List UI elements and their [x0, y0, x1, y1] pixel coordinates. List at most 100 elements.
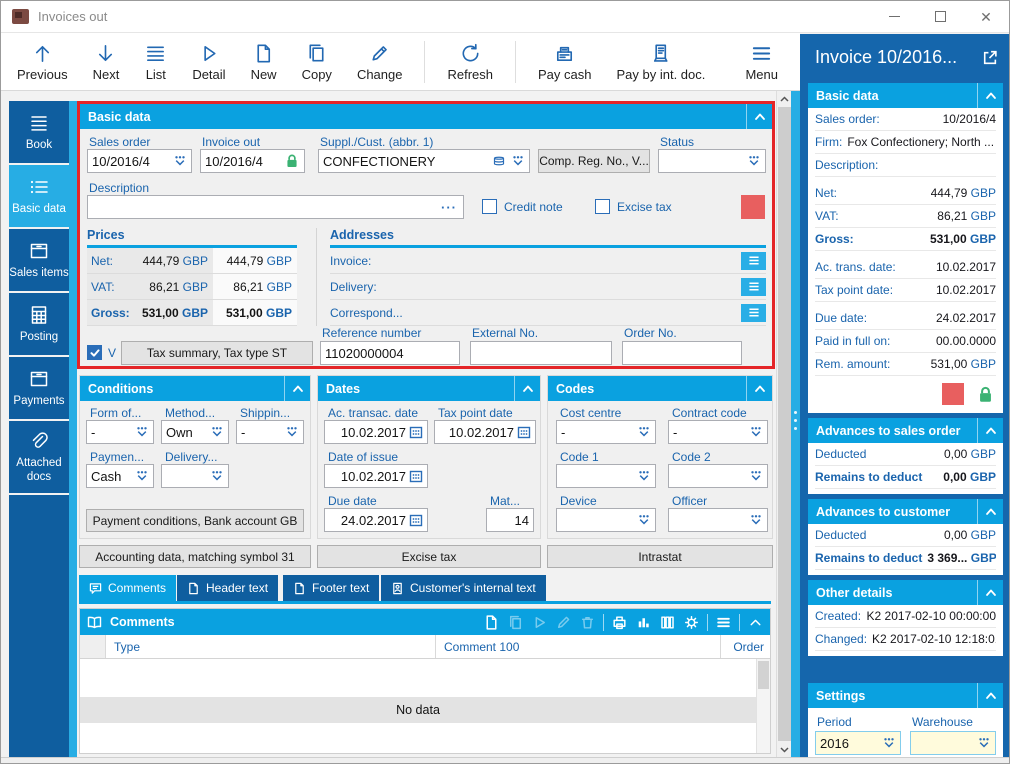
dropdown-icon[interactable] [747, 155, 761, 167]
tax-summary-checkbox[interactable] [87, 345, 102, 360]
description-field[interactable]: ··· [87, 195, 464, 219]
sidebar-item-payments[interactable]: Payments [9, 357, 69, 419]
calendar-icon[interactable] [517, 425, 531, 439]
reference-number-field[interactable] [320, 341, 460, 365]
contract-code-field[interactable]: - [668, 420, 768, 444]
order-no-input[interactable] [627, 345, 737, 361]
bar-chart-icon[interactable] [635, 614, 652, 631]
collapse-button[interactable] [977, 683, 1003, 708]
dropdown-icon[interactable] [637, 470, 651, 482]
ac-transac-date-field[interactable]: 10.02.2017 [324, 420, 428, 444]
open-external-icon[interactable] [981, 49, 998, 66]
refresh-button[interactable]: Refresh [447, 42, 493, 82]
dropdown-icon[interactable] [135, 470, 149, 482]
printer-icon[interactable] [611, 614, 628, 631]
order-no-field[interactable] [622, 341, 742, 365]
columns-icon[interactable] [659, 614, 676, 631]
ellipsis-button[interactable]: ··· [441, 199, 457, 215]
officer-field[interactable] [668, 508, 768, 532]
pencil-icon[interactable] [555, 614, 572, 631]
gear-icon[interactable] [683, 614, 700, 631]
collapse-button[interactable] [977, 580, 1003, 605]
collapse-button[interactable] [746, 104, 772, 129]
credit-note-checkbox-group[interactable]: Credit note [482, 199, 563, 214]
sidebar-item-book[interactable]: Book [9, 101, 69, 163]
intrastat-button[interactable]: Intrastat [547, 545, 773, 568]
due-date-field[interactable]: 24.02.2017 [324, 508, 428, 532]
collapse-button[interactable] [977, 418, 1003, 443]
sidebar-item-sales-items[interactable]: Sales items [9, 229, 69, 291]
code-1-field[interactable] [556, 464, 656, 488]
new-button[interactable]: New [251, 42, 277, 82]
device-field[interactable] [556, 508, 656, 532]
correspond-address-button[interactable] [741, 303, 766, 322]
calendar-icon[interactable] [409, 425, 423, 439]
calendar-icon[interactable] [409, 513, 423, 527]
delivery-field[interactable] [161, 464, 229, 488]
collapse-button[interactable] [977, 83, 1003, 108]
copy-icon[interactable] [507, 614, 524, 631]
change-button[interactable]: Change [357, 42, 402, 82]
minimize-button[interactable] [871, 1, 917, 32]
description-input[interactable] [92, 199, 439, 215]
comments-scrollbar[interactable] [756, 659, 770, 753]
excise-tax-button[interactable]: Excise tax [317, 545, 541, 568]
trash-icon[interactable] [579, 614, 596, 631]
sidebar-item-posting[interactable]: Posting [9, 293, 69, 355]
stack-icon[interactable] [492, 154, 506, 168]
dropdown-icon[interactable] [882, 737, 896, 749]
dropdown-icon[interactable] [637, 514, 651, 526]
dropdown-icon[interactable] [749, 514, 763, 526]
dropdown-icon[interactable] [173, 155, 187, 167]
dropdown-icon[interactable] [637, 426, 651, 438]
collapse-button[interactable] [746, 376, 772, 401]
sidebar-item-attached-docs[interactable]: Attached docs [9, 421, 69, 493]
previous-button[interactable]: Previous [17, 42, 68, 82]
dropdown-icon[interactable] [285, 426, 299, 438]
close-button[interactable]: ✕ [980, 8, 992, 25]
cost-centre-field[interactable]: - [556, 420, 656, 444]
shipping-field[interactable]: - [236, 420, 304, 444]
play-icon[interactable] [531, 614, 548, 631]
form-of-field[interactable]: - [86, 420, 154, 444]
collapse-button[interactable] [514, 376, 540, 401]
tax-summary-button[interactable]: Tax summary, Tax type ST [121, 341, 313, 365]
dropdown-icon[interactable] [749, 470, 763, 482]
sales-order-field[interactable]: 10/2016/4 [87, 149, 192, 173]
payment-conditions-button[interactable]: Payment conditions, Bank account GB [86, 509, 304, 532]
status-field[interactable] [658, 149, 766, 173]
external-no-field[interactable] [470, 341, 612, 365]
maximize-button[interactable] [917, 1, 963, 32]
chevron-up-icon[interactable] [747, 614, 764, 631]
dropdown-icon[interactable] [511, 155, 525, 167]
order-column-header[interactable]: Order [720, 635, 770, 658]
pay-int-doc-button[interactable]: Pay by int. doc. [617, 42, 705, 82]
type-column-header[interactable]: Type [106, 635, 436, 658]
calendar-icon[interactable] [409, 469, 423, 483]
scrollbar-thumb[interactable] [758, 661, 769, 689]
tab-footer-text[interactable]: Footer text [283, 575, 380, 601]
collapse-button[interactable] [284, 376, 310, 401]
supplier-customer-field[interactable]: CONFECTIONERY [318, 149, 530, 173]
external-no-input[interactable] [475, 345, 607, 361]
scroll-up-button[interactable] [777, 91, 792, 106]
invoice-address-button[interactable] [741, 251, 766, 270]
method-field[interactable]: Own [161, 420, 229, 444]
tab-comments[interactable]: Comments [79, 575, 177, 601]
next-button[interactable]: Next [93, 42, 119, 82]
date-of-issue-field[interactable]: 10.02.2017 [324, 464, 428, 488]
period-field[interactable]: 2016 [815, 731, 901, 755]
dropdown-icon[interactable] [977, 737, 991, 749]
list-button[interactable]: List [144, 42, 167, 82]
menu-button[interactable]: Menu [745, 42, 778, 82]
code-2-field[interactable] [668, 464, 768, 488]
delivery-address-button[interactable] [741, 277, 766, 296]
accounting-data-button[interactable]: Accounting data, matching symbol 31 [79, 545, 311, 568]
sidebar-item-basic-data[interactable]: Basic data [9, 165, 69, 227]
collapse-button[interactable] [977, 499, 1003, 524]
excise-tax-checkbox[interactable] [595, 199, 610, 214]
comment-column-header[interactable]: Comment 100 [444, 639, 520, 654]
comp-reg-no-button[interactable]: Comp. Reg. No., V... [538, 149, 650, 173]
payment-field[interactable]: Cash [86, 464, 154, 488]
tax-point-date-field[interactable]: 10.02.2017 [434, 420, 536, 444]
